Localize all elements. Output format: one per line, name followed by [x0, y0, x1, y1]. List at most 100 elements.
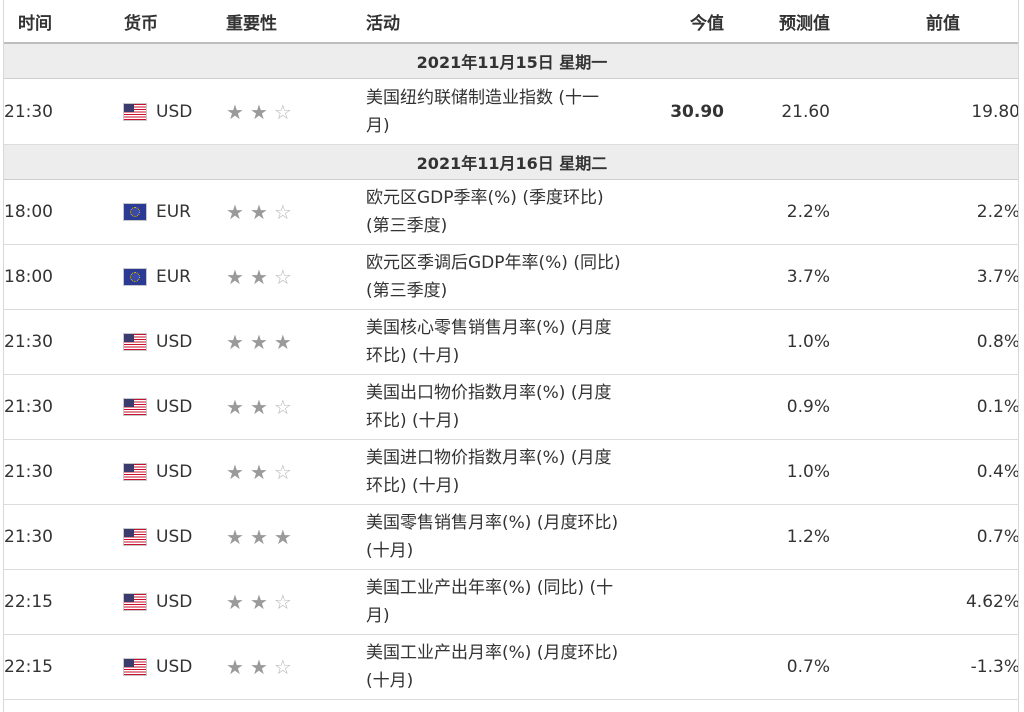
date-row: 2021年11月15日 星期一 [4, 43, 1018, 79]
event-currency: USD [156, 332, 193, 352]
event-name[interactable]: 美国核心零售销售月率(%) (月度 环比) (十月) [366, 309, 638, 375]
star-empty-icon: ☆ [273, 99, 292, 124]
event-name-line2: (十月) [366, 541, 414, 561]
star-filled-icon: ★ [273, 525, 292, 549]
date-label: 2021年11月15日 星期一 [4, 43, 1018, 79]
event-currency: USD [156, 397, 193, 417]
event-row[interactable]: 21:30 USD ★ ★ ☆ 美国出口物价指数月率(%) (月度 环比) (十月) 0.9%… [4, 374, 1018, 440]
event-previous: 0.7% [830, 504, 1018, 570]
event-name-line2: 环比) (十月) [366, 346, 460, 366]
event-row[interactable]: 18:00 EUR ★ ★ ☆ 欧元区GDP季率(%) (季度环比) (第三季度) 2.2% 2… [4, 179, 1018, 245]
star-filled-icon: ★ [249, 200, 268, 224]
header-row: 时间 货币 重要性 活动 今值 预测值 前值 [4, 0, 1018, 44]
event-previous: 19.80 [830, 78, 1018, 145]
event-time: 21:30 [4, 78, 124, 145]
event-forecast: 0.7% [724, 634, 830, 700]
us-flag-icon [124, 659, 146, 675]
event-name-line1: 美国工业产出年率(%) (同比) (十 [366, 578, 614, 598]
event-importance: ★ ★ ☆ [226, 244, 366, 310]
header-importance[interactable]: 重要性 [226, 0, 366, 44]
star-filled-icon: ★ [249, 525, 268, 549]
event-actual [638, 439, 724, 505]
header-event[interactable]: 活动 [366, 0, 638, 44]
event-actual: 30.90 [638, 78, 724, 145]
event-currency-cell: USD [124, 569, 226, 635]
event-currency: USD [156, 592, 193, 612]
event-time: 21:30 [4, 309, 124, 375]
event-previous: -1.3% [830, 634, 1018, 700]
event-forecast: 1.0% [724, 439, 830, 505]
event-name-line1: 美国零售销售月率(%) (月度环比) [366, 513, 619, 533]
event-row[interactable]: 21:30 USD ★ ★ ★ 美国零售销售月率(%) (月度环比) (十月) 1.2% 0.7… [4, 504, 1018, 570]
star-empty-icon: ☆ [273, 265, 292, 289]
event-name[interactable]: 美国进口物价指数月率(%) (月度 环比) (十月) [366, 439, 638, 505]
event-currency-cell: USD [124, 439, 226, 505]
event-currency-cell: USD [124, 374, 226, 440]
event-name[interactable]: 欧元区GDP季率(%) (季度环比) (第三季度) [366, 179, 638, 245]
event-forecast [724, 569, 830, 635]
event-name[interactable]: 欧元区季调后GDP年率(%) (同比) (第三季度) [366, 244, 638, 310]
event-forecast: 3.7% [724, 244, 830, 310]
event-time: 21:30 [4, 504, 124, 570]
us-flag-icon [124, 103, 146, 120]
event-actual [638, 309, 724, 375]
star-filled-icon: ★ [226, 655, 244, 679]
event-name[interactable]: 美国零售销售月率(%) (月度环比) (十月) [366, 504, 638, 570]
event-row[interactable]: 18:00 EUR ★ ★ ☆ 欧元区季调后GDP年率(%) (同比) (第三季度) 3.7%… [4, 244, 1018, 310]
economic-calendar: 时间 货币 重要性 活动 今值 预测值 前值 2021年11月15日 星期一 21… [3, 0, 1019, 712]
star-filled-icon: ★ [249, 460, 268, 484]
event-name[interactable]: 美国纽约联储制造业指数 (十一 月) [366, 78, 638, 145]
event-name-line1: 欧元区GDP季率(%) (季度环比) [366, 188, 604, 208]
event-name[interactable]: 美国工业产出年率(%) (同比) (十 月) [366, 569, 638, 635]
header-time[interactable]: 时间 [4, 0, 124, 44]
event-currency: EUR [156, 202, 191, 222]
eu-flag-icon [124, 204, 146, 220]
event-name-line1: 美国出口物价指数月率(%) (月度 [366, 383, 612, 403]
header-actual[interactable]: 今值 [638, 0, 724, 44]
event-name-line2: (十月) [366, 671, 414, 691]
event-row[interactable]: 21:30 USD ★ ★ ☆ 美国纽约联储制造业指数 (十一 月) 30.90 21.60 19… [4, 78, 1018, 145]
event-row[interactable]: 22:15 USD ★ ★ ☆ 美国工业产出月率(%) (月度环比) (十月) 0.7% -1.… [4, 634, 1018, 700]
event-name-line2: (第三季度) [366, 281, 448, 301]
event-currency-cell: USD [124, 309, 226, 375]
event-name[interactable]: 美国出口物价指数月率(%) (月度 环比) (十月) [366, 374, 638, 440]
us-flag-icon [124, 594, 146, 610]
event-row[interactable]: 21:30 USD ★ ★ ★ 美国核心零售销售月率(%) (月度 环比) (十月) 1.0%… [4, 309, 1018, 375]
event-actual [638, 179, 724, 245]
event-previous: 3.7% [830, 244, 1018, 310]
star-filled-icon: ★ [249, 655, 268, 679]
event-currency-cell: USD [124, 634, 226, 700]
event-currency-cell: USD [124, 504, 226, 570]
event-name-line1: 美国工业产出月率(%) (月度环比) [366, 643, 619, 663]
event-importance: ★ ★ ☆ [226, 439, 366, 505]
star-filled-icon: ★ [249, 99, 268, 124]
header-previous[interactable]: 前值 [830, 0, 1018, 44]
event-currency: USD [156, 657, 193, 677]
header-forecast[interactable]: 预测值 [724, 0, 830, 44]
event-importance: ★ ★ ☆ [226, 374, 366, 440]
event-forecast: 2.2% [724, 179, 830, 245]
event-name[interactable]: 美国工业产出月率(%) (月度环比) (十月) [366, 634, 638, 700]
event-importance: ★ ★ ☆ [226, 569, 366, 635]
event-currency-cell: EUR [124, 244, 226, 310]
star-empty-icon: ☆ [273, 590, 292, 614]
event-time: 18:00 [4, 244, 124, 310]
event-name-line2: (第三季度) [366, 216, 448, 236]
event-row[interactable]: 22:15 USD ★ ★ ☆ 美国工业产出年率(%) (同比) (十 月) 4.62% [4, 569, 1018, 635]
star-filled-icon: ★ [249, 395, 268, 419]
star-filled-icon: ★ [226, 590, 244, 614]
event-previous: 4.62% [830, 569, 1018, 635]
event-time: 21:30 [4, 374, 124, 440]
event-previous: 0.4% [830, 439, 1018, 505]
event-actual [638, 504, 724, 570]
event-time: 21:30 [4, 439, 124, 505]
event-row[interactable]: 21:30 USD ★ ★ ☆ 美国进口物价指数月率(%) (月度 环比) (十月) 1.0%… [4, 439, 1018, 505]
event-previous: 2.2% [830, 179, 1018, 245]
event-name-line2: 月) [366, 606, 390, 626]
event-currency: EUR [156, 267, 191, 287]
event-importance: ★ ★ ★ [226, 504, 366, 570]
event-forecast: 21.60 [724, 78, 830, 145]
event-currency: USD [156, 101, 193, 122]
event-actual [638, 374, 724, 440]
header-currency[interactable]: 货币 [124, 0, 226, 44]
